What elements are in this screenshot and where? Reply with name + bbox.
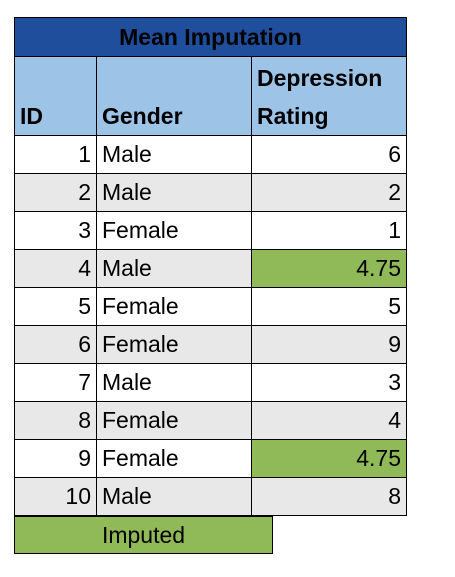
cell-gender: Male <box>96 135 252 174</box>
column-header-id-label: ID <box>20 103 43 129</box>
table-row: 9 Female 4.75 <box>14 439 407 478</box>
cell-gender: Male <box>96 249 252 288</box>
cell-id: 4 <box>14 249 97 288</box>
cell-rating: 4 <box>251 401 407 440</box>
cell-rating: 1 <box>251 211 407 250</box>
column-header-rating: Depression Rating <box>251 56 407 136</box>
cell-id: 9 <box>14 439 97 478</box>
cell-id: 1 <box>14 135 97 174</box>
table-row: 10 Male 8 <box>14 477 407 516</box>
cell-gender: Male <box>96 363 252 402</box>
cell-id: 7 <box>14 363 97 402</box>
table-row: 4 Male 4.75 <box>14 249 407 288</box>
column-header-gender: Gender <box>96 56 252 136</box>
column-header-gender-label: Gender <box>102 103 183 129</box>
table-row: 8 Female 4 <box>14 401 407 440</box>
cell-gender: Female <box>96 401 252 440</box>
table-row: 6 Female 9 <box>14 325 407 364</box>
cell-gender: Male <box>96 477 252 516</box>
table-row: 1 Male 6 <box>14 135 407 174</box>
mean-imputation-table: Mean Imputation ID Gender Depression Rat… <box>14 17 407 516</box>
imputed-legend: Imputed <box>14 516 273 554</box>
cell-id: 5 <box>14 287 97 326</box>
column-header-id: ID <box>14 56 97 136</box>
column-header-rating-line2: Rating <box>257 103 329 129</box>
cell-gender: Female <box>96 325 252 364</box>
header-row: ID Gender Depression Rating <box>14 56 407 136</box>
title-row: Mean Imputation <box>14 17 407 57</box>
cell-gender: Female <box>96 439 252 478</box>
cell-rating-imputed: 4.75 <box>251 249 407 288</box>
cell-gender: Female <box>96 287 252 326</box>
table-row: 7 Male 3 <box>14 363 407 402</box>
cell-id: 3 <box>14 211 97 250</box>
cell-rating: 3 <box>251 363 407 402</box>
cell-rating: 9 <box>251 325 407 364</box>
table-row: 3 Female 1 <box>14 211 407 250</box>
cell-id: 2 <box>14 173 97 212</box>
cell-id: 6 <box>14 325 97 364</box>
table-row: 5 Female 5 <box>14 287 407 326</box>
cell-gender: Female <box>96 211 252 250</box>
table-row: 2 Male 2 <box>14 173 407 212</box>
column-header-rating-line1: Depression <box>257 65 383 91</box>
cell-rating: 5 <box>251 287 407 326</box>
cell-rating: 2 <box>251 173 407 212</box>
cell-rating-imputed: 4.75 <box>251 439 407 478</box>
cell-id: 8 <box>14 401 97 440</box>
spreadsheet-table: Mean Imputation ID Gender Depression Rat… <box>14 17 407 516</box>
cell-rating: 6 <box>251 135 407 174</box>
table-title: Mean Imputation <box>14 17 407 57</box>
cell-id: 10 <box>14 477 97 516</box>
cell-gender: Male <box>96 173 252 212</box>
cell-rating: 8 <box>251 477 407 516</box>
